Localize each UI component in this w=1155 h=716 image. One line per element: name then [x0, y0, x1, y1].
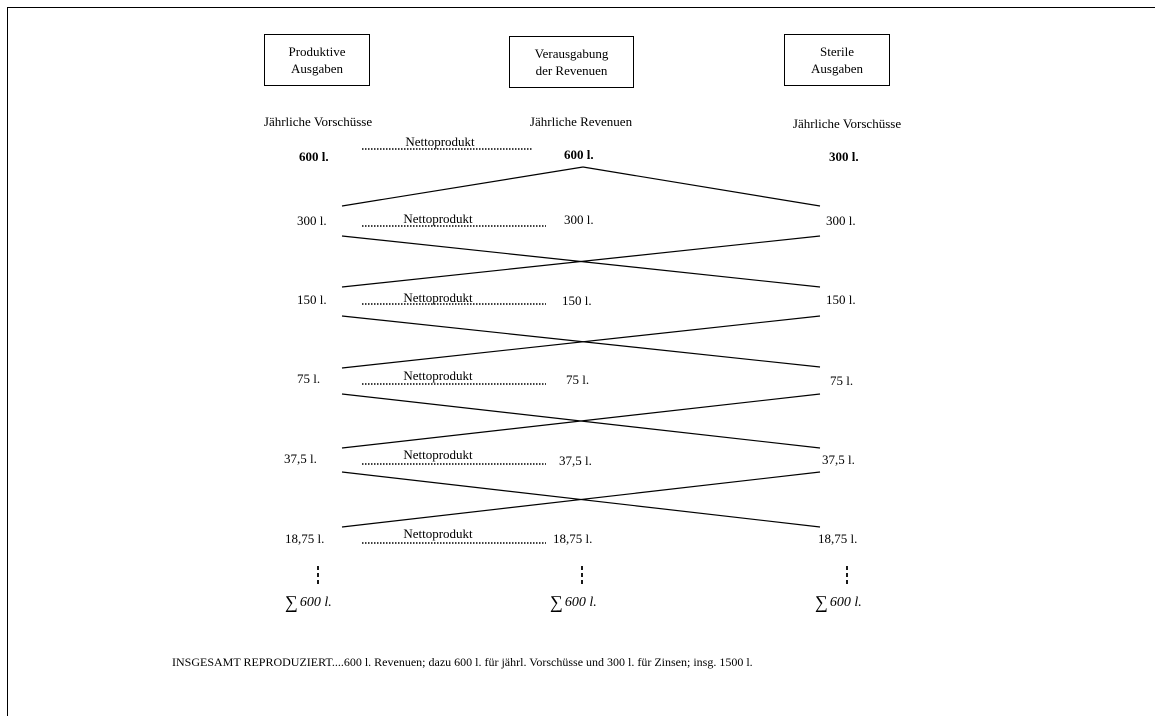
flow-line — [341, 393, 821, 449]
value-center: 300 l. — [564, 212, 594, 227]
nettoprodukt-label: Nettoprodukt — [403, 211, 473, 226]
sum-symbol: ∑ — [550, 592, 563, 612]
value-left: 37,5 l. — [284, 451, 317, 466]
value-center: 150 l. — [562, 293, 592, 308]
sum-symbol: ∑ — [815, 592, 828, 612]
sum-right: ∑ 600 l. — [815, 592, 862, 613]
diagram-frame — [7, 7, 1155, 716]
value-right: 18,75 l. — [818, 531, 858, 546]
value-right: 300 l. — [826, 213, 856, 228]
value-center: 37,5 l. — [559, 453, 592, 468]
sum-value: 600 l. — [564, 595, 597, 610]
value-right: 300 l. — [829, 149, 859, 164]
nettoprodukt-label: Nettoprodukt — [403, 447, 473, 462]
header-center: Jährliche Revenuen — [529, 114, 633, 129]
value-right: 75 l. — [830, 373, 854, 388]
flow-line — [582, 166, 821, 207]
sum-left: ∑ 600 l. — [285, 592, 332, 613]
flow-line — [341, 315, 821, 369]
value-left: 300 l. — [297, 213, 327, 228]
header-left: Jährliche Vorschüsse — [263, 114, 373, 129]
flow-line — [341, 235, 821, 288]
value-center: 600 l. — [564, 147, 594, 162]
sum-symbol: ∑ — [285, 592, 298, 612]
nettoprodukt-label: Nettoprodukt — [403, 526, 473, 541]
nettoprodukt-label: Nettoprodukt — [403, 368, 473, 383]
box-produktive-ausgaben: Produktive Ausgaben — [264, 34, 370, 86]
sum-value: 600 l. — [299, 595, 332, 610]
value-right: 150 l. — [826, 292, 856, 307]
value-right: 37,5 l. — [822, 452, 855, 467]
box-verausgabung-revenuen: Verausgabung der Revenuen — [509, 36, 634, 88]
box-line: Produktive — [288, 44, 346, 59]
box-line: Ausgaben — [811, 61, 863, 76]
box-line: Verausgabung — [534, 46, 609, 61]
nettoprodukt-label: Nettoprodukt — [405, 134, 475, 149]
header-right: Jährliche Vorschüsse — [792, 116, 902, 131]
value-left: 600 l. — [299, 149, 329, 164]
flow-line — [341, 166, 584, 207]
flow-line — [341, 471, 821, 528]
nettoprodukt-label: Nettoprodukt — [403, 290, 473, 305]
box-sterile-ausgaben: Sterile Ausgaben — [784, 34, 890, 86]
box-line: Sterile — [820, 44, 854, 59]
value-center: 75 l. — [566, 372, 590, 387]
footer-summary: INSGESAMT REPRODUZIERT....600 l. Revenue… — [172, 655, 753, 669]
value-left: 150 l. — [297, 292, 327, 307]
value-center: 18,75 l. — [553, 531, 593, 546]
box-line: Ausgaben — [291, 61, 343, 76]
value-left: 18,75 l. — [285, 531, 325, 546]
sum-value: 600 l. — [829, 595, 862, 610]
sum-center: ∑ 600 l. — [550, 592, 597, 613]
value-left: 75 l. — [297, 371, 321, 386]
box-line: der Revenuen — [535, 63, 608, 78]
